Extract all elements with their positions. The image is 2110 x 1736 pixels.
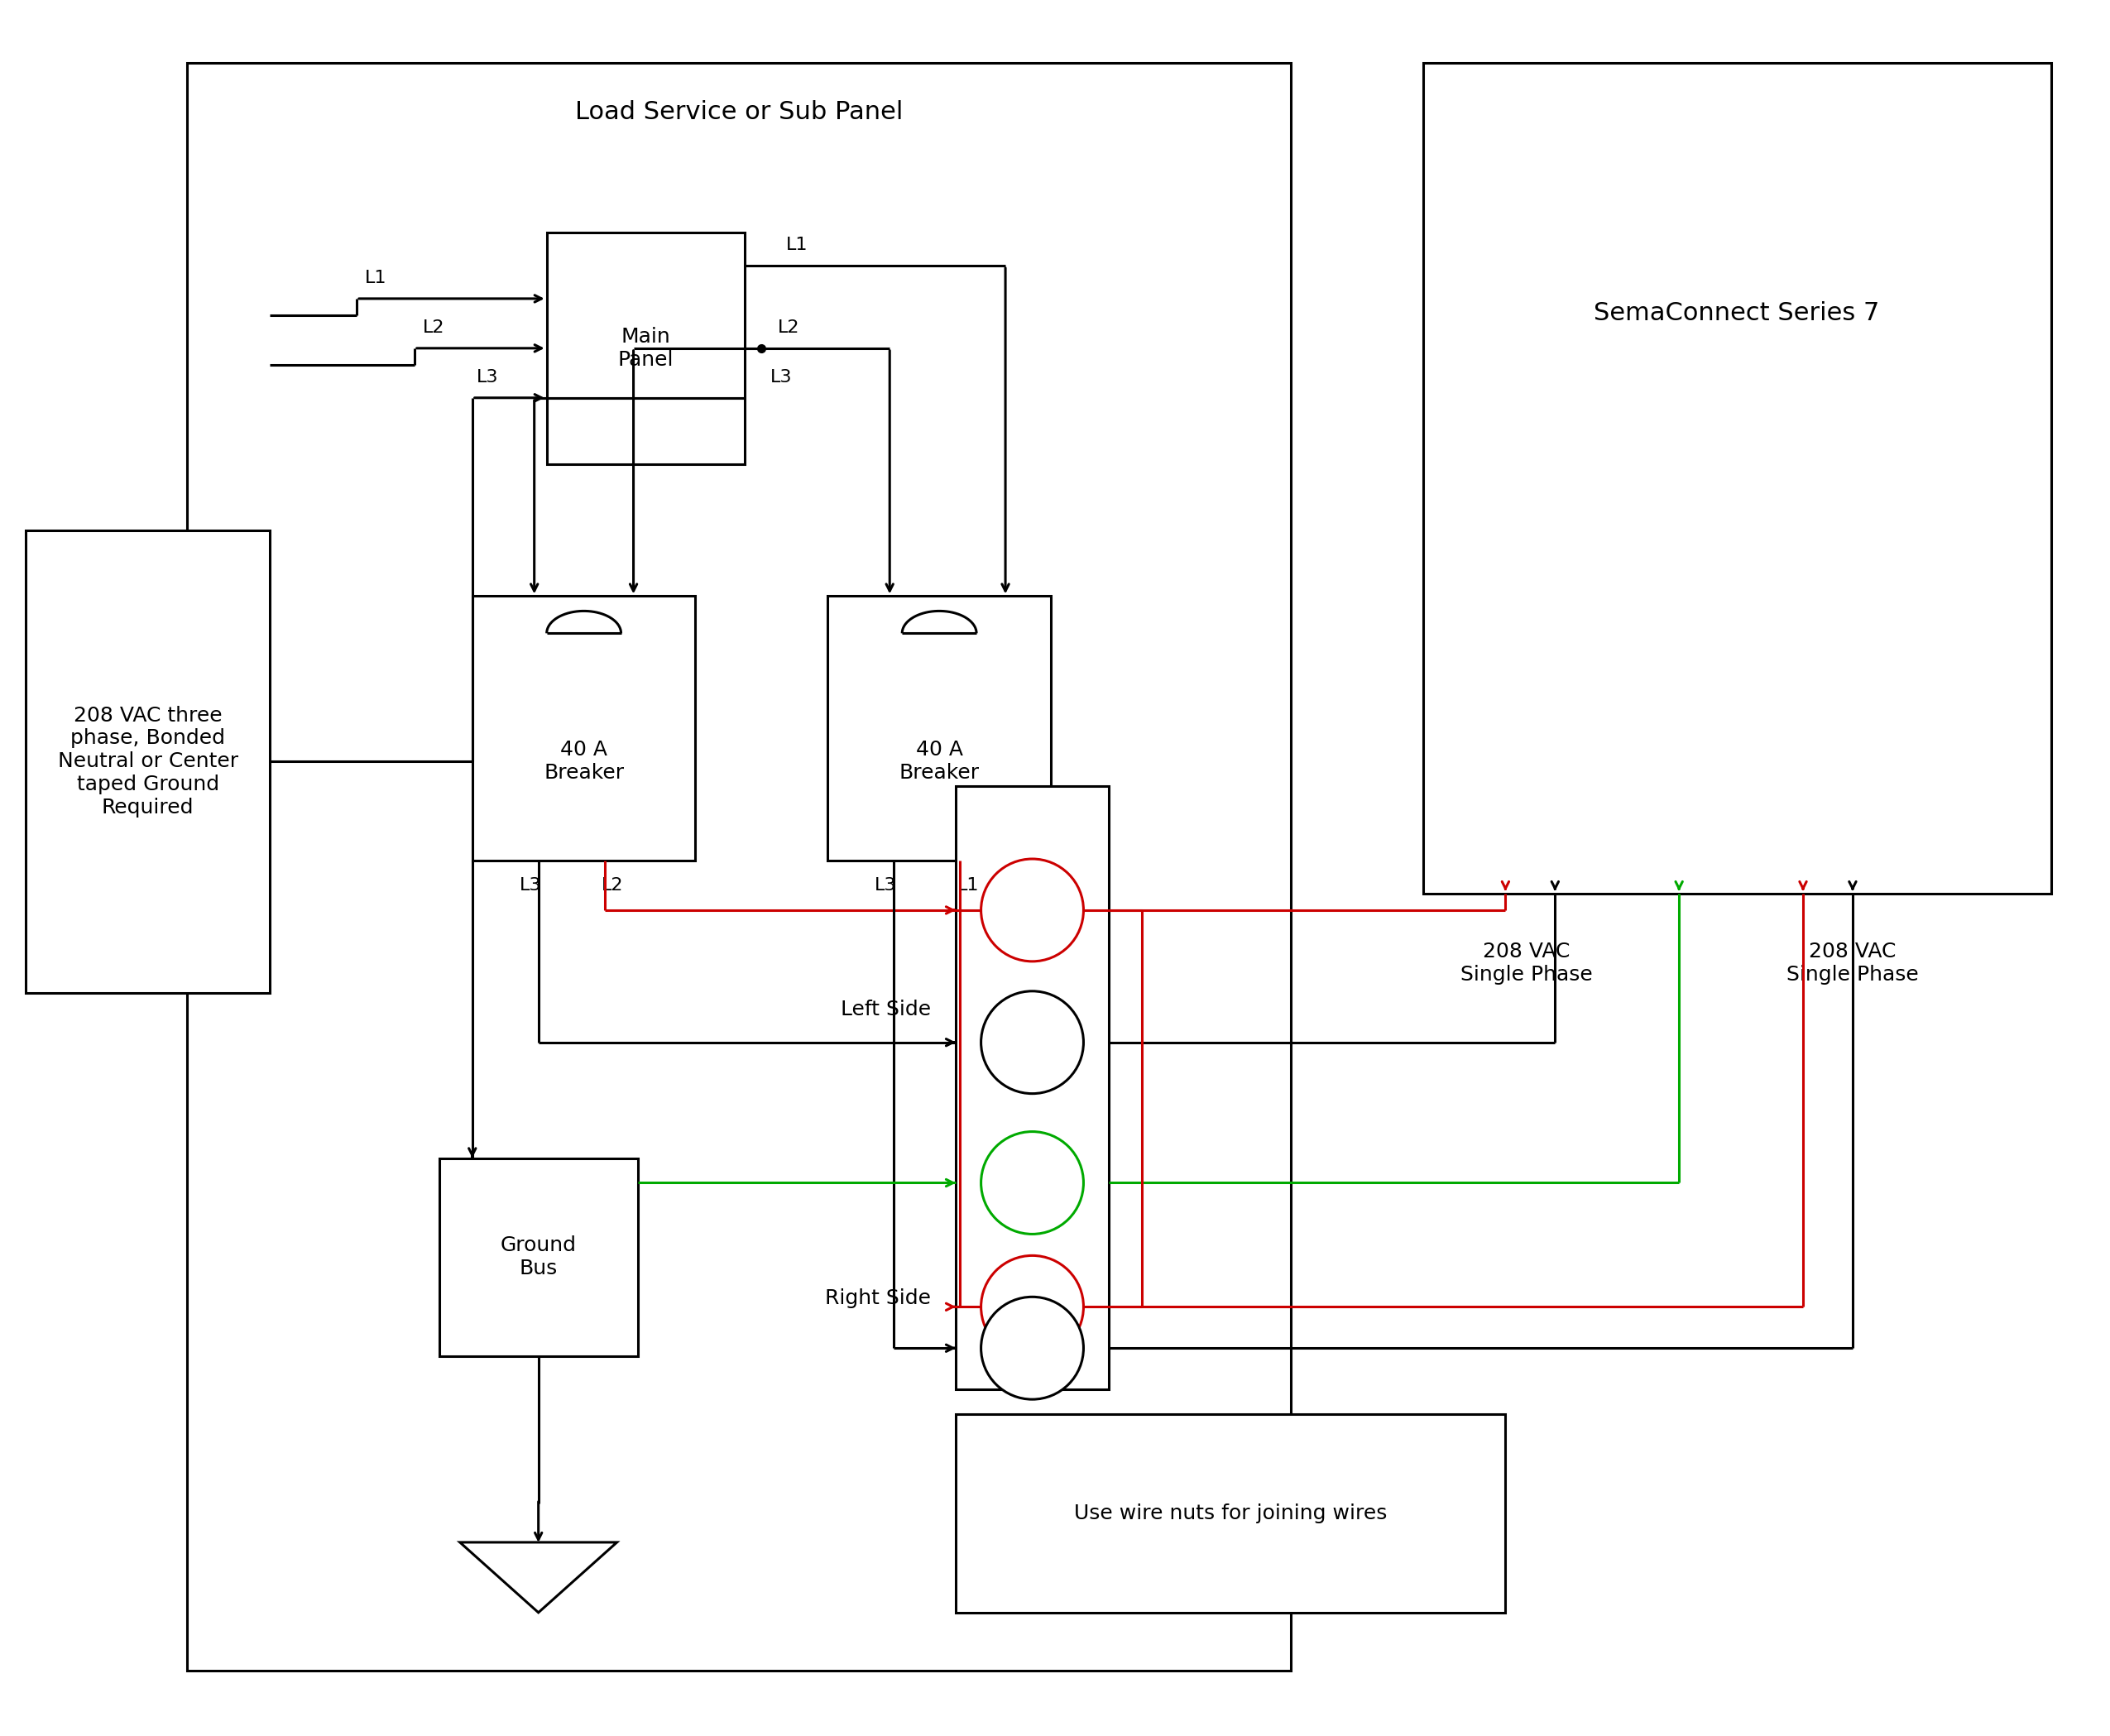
Text: SemaConnect Series 7: SemaConnect Series 7 [1593, 300, 1880, 325]
Text: Ground
Bus: Ground Bus [500, 1236, 576, 1279]
Bar [546, 233, 745, 464]
Bar [473, 595, 696, 861]
Bar [439, 1158, 637, 1356]
Circle shape [981, 1132, 1085, 1234]
Polygon shape [460, 1542, 616, 1613]
Bar [956, 786, 1108, 1389]
Text: L1: L1 [787, 236, 808, 253]
Text: L3: L3 [477, 368, 498, 385]
Text: L3: L3 [519, 877, 540, 894]
Text: L1: L1 [365, 269, 386, 286]
Text: L2: L2 [779, 319, 800, 335]
Text: Right Side: Right Side [825, 1288, 931, 1309]
Text: Use wire nuts for joining wires: Use wire nuts for joining wires [1074, 1503, 1386, 1522]
Text: L2: L2 [422, 319, 445, 335]
Text: 40 A
Breaker: 40 A Breaker [899, 740, 979, 783]
Circle shape [981, 991, 1085, 1094]
Text: Left Side: Left Side [840, 1000, 931, 1019]
Circle shape [981, 1297, 1085, 1399]
Text: L3: L3 [770, 368, 791, 385]
Text: 208 VAC
Single Phase: 208 VAC Single Phase [1460, 941, 1593, 984]
Circle shape [981, 1255, 1085, 1358]
Text: 208 VAC three
phase, Bonded
Neutral or Center
taped Ground
Required: 208 VAC three phase, Bonded Neutral or C… [57, 705, 238, 818]
Text: Main
Panel: Main Panel [618, 326, 673, 370]
Bar [25, 529, 270, 993]
Bar [827, 595, 1051, 861]
Circle shape [981, 859, 1085, 962]
Bar [1422, 62, 2051, 894]
Text: 40 A
Breaker: 40 A Breaker [544, 740, 625, 783]
Text: L2: L2 [601, 877, 625, 894]
Bar [188, 62, 1291, 1670]
Text: 208 VAC
Single Phase: 208 VAC Single Phase [1787, 941, 1918, 984]
Text: L1: L1 [958, 877, 979, 894]
Text: L3: L3 [874, 877, 897, 894]
Bar [956, 1415, 1504, 1613]
Text: Load Service or Sub Panel: Load Service or Sub Panel [574, 101, 903, 125]
